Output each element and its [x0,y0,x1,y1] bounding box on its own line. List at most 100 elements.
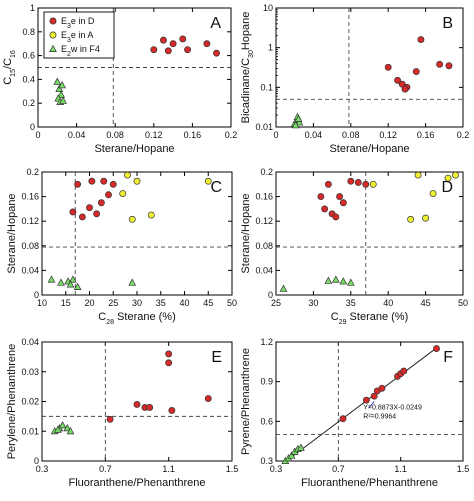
y-tick-label: 0.01 [21,426,39,436]
data-point-circle [378,384,386,392]
plot-frame [275,341,464,462]
series-0 [106,350,212,423]
data-point-circle [414,171,422,179]
y-tick-label: 0.08 [21,241,39,251]
x-axis-label: C28 Sterane (%) [98,311,176,326]
panel-label: C [210,179,222,196]
plot-frame [275,171,464,296]
x-tick-label: 0.08 [106,130,124,140]
data-point-circle [445,62,453,70]
data-point-triangle [291,121,300,129]
x-tick-label: 0.04 [68,130,86,140]
y-tick-label: 0 [34,290,39,300]
y-tick-label: 0.4 [22,74,35,84]
y-axis-label: Bicadinane/C30Hopane [240,12,255,124]
label-part: C [98,311,106,323]
x-tick-label: 0.04 [305,130,323,140]
data-point-triangle [59,96,67,104]
data-point-circle [105,191,112,199]
data-point-circle [165,350,173,358]
data-point-triangle [58,81,67,89]
data-point-circle [339,415,347,423]
data-point-triangle [295,118,304,126]
data-point-triangle [279,284,288,292]
data-point-circle [444,174,452,182]
y-tick-label: 0.2 [260,167,273,177]
regression-line [285,347,437,463]
x-axis-label: Sterane/Hopane [329,143,409,155]
data-point-triangle [53,77,62,85]
data-point-circle [86,204,93,212]
label-part: 16 [10,50,17,58]
y-tick-label: 0.3 [260,456,273,466]
series-0 [384,36,453,93]
data-point-circle [429,190,437,197]
y-tick-label: 0 [268,290,273,300]
data-point-circle [128,215,136,223]
x-tick-label: 0.16 [184,130,202,140]
series-1 [369,171,459,223]
label-part: 2 [67,51,71,58]
x-tick-label: 50 [458,298,468,308]
label-part: e in D [71,16,95,26]
panel-c: 10 15 20 25 30 35 40 45 5000.040.080.120.160.2CC… [6,167,237,326]
data-point-circle [106,415,114,423]
x-tick-label: 1.1 [162,464,175,474]
y-tick-label: 0.1 [260,82,273,92]
x-tick-label: 1.1 [394,464,407,474]
data-point-circle [204,395,212,402]
data-point-triangle [346,278,355,286]
x-axis-label: Fluoranthene/Phenanthrene [69,477,206,489]
data-point-circle [369,180,377,188]
legend-marker-circle [49,17,57,25]
y-axis-label: Sterane/Hopane [6,193,18,273]
data-point-circle [400,367,408,375]
data-point-circle [88,177,96,185]
label-part: 29 [339,319,347,326]
y-tick-label: 0.16 [255,192,273,202]
series-1 [119,171,212,223]
label-part: Sterane/Hopane [6,193,18,273]
data-point-circle [362,180,370,188]
series-0 [339,345,440,423]
data-point-circle [354,179,362,186]
panel-f: 0.3 0.7 1.1 1.5 0.3 0.6 0.9 1.2 Y=0.8873X-0.0249… [240,337,469,489]
label-part: E [61,16,67,26]
panel-e: 0.3 0.7 1.1 1.5 0 0.01 0.02 0.03 0.04 E Fluoranthe… [6,337,238,489]
data-point-circle [203,40,211,48]
panel-label: D [441,179,453,196]
data-point-triangle [339,277,348,285]
x-tick-label: 25 [271,298,281,308]
data-point-circle [394,76,401,84]
x-axis-label: Sterane/Hopane [94,143,174,155]
data-point-triangle [55,84,64,92]
series-1 [50,421,75,435]
label-part: C [2,77,14,85]
data-point-triangle [331,275,340,283]
data-point-triangle [297,443,305,451]
data-point-circle [412,68,420,75]
y-tick-label: 0.8 [22,27,35,37]
data-point-triangle [66,427,75,435]
x-tick-label: 20 [84,298,94,308]
data-point-triangle [53,425,62,433]
data-point-circle [213,49,220,57]
y-axis-label: Perylene/Phenanthrene [6,344,18,460]
data-point-circle [168,406,176,414]
label-part: C [331,311,339,323]
series-0 [150,35,220,57]
data-point-circle [324,180,332,188]
label-part: Bicadinane/C [240,58,252,123]
plot-frame [275,7,464,128]
label-part: E [61,30,67,40]
panel-label: B [442,15,453,32]
x-tick-label: 1.5 [457,464,470,474]
x-tick-label: 40 [383,298,393,308]
label-part: Sterane (%) [347,311,409,323]
panel-label: E [211,349,222,366]
label-part: Sterane/Hopane [329,143,409,155]
data-point-circle [422,214,430,222]
series-0 [317,177,370,221]
